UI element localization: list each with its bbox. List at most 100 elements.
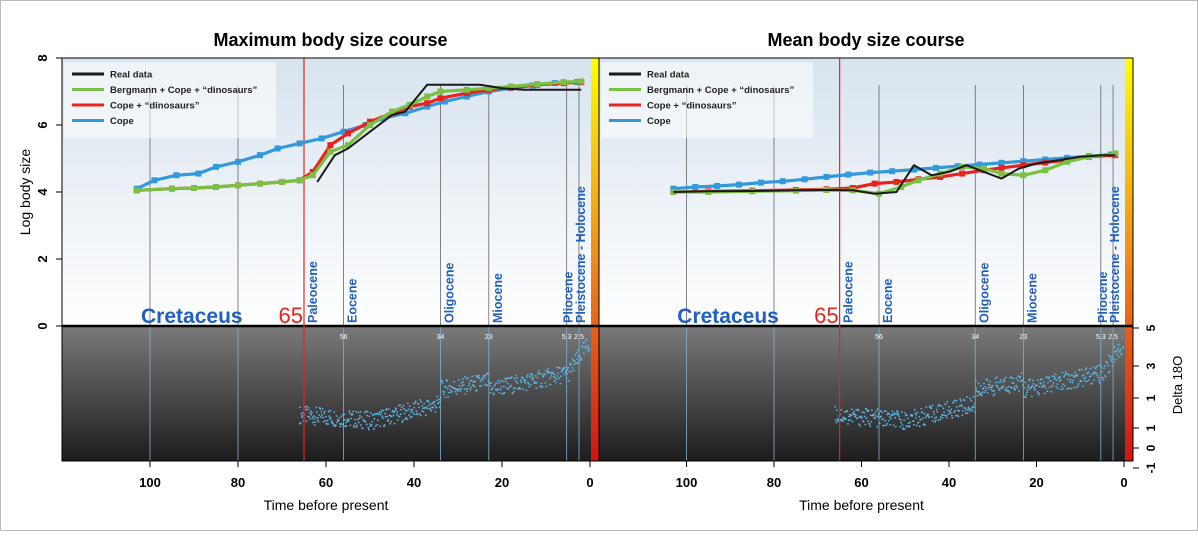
delta-point [333,411,336,413]
x-tick-label: 80 [767,475,781,490]
delta-point [534,382,537,384]
delta-point [340,415,343,418]
delta-point [504,380,507,383]
delta-point [930,407,933,410]
delta-point [584,347,587,350]
delta-point [909,421,912,424]
delta-point [1003,378,1005,381]
delta-point [579,355,581,358]
delta-point [482,374,485,377]
delta-point [1099,364,1102,367]
delta-point [897,412,900,415]
delta-point [882,417,885,420]
delta-point [953,411,955,414]
delta-point [557,372,560,374]
delta-point [1037,379,1039,381]
x-tick-label: 20 [1029,475,1043,490]
delta-point [398,415,401,418]
delta-point [378,411,381,414]
delta-point [376,419,379,422]
delta-point [526,374,529,377]
delta-point [393,422,396,425]
delta-point [867,409,870,412]
delta-point [1074,371,1077,374]
delta-point [1098,379,1100,381]
delta-point [1076,374,1079,377]
delta-point [446,380,448,382]
delta-point [939,418,942,421]
delta-point [887,419,890,422]
delta-point [432,406,434,409]
delta-point [851,420,854,423]
delta-point [509,377,512,380]
epoch-label: Paleocene [306,261,320,323]
delta-point [1060,388,1063,391]
delta-point [486,372,489,375]
delta-point [457,379,460,381]
delta-point [963,399,966,402]
delta-point [907,417,909,420]
delta-point [940,405,943,408]
delta-point [317,420,320,423]
delta-point [1027,386,1029,389]
delta-point [524,379,527,382]
delta-point [331,419,333,422]
delta-point [447,391,450,394]
delta-point [548,371,551,374]
delta-point [400,406,403,409]
delta-point [1113,361,1115,364]
x-axis-label: Time before present [799,497,924,513]
x-tick-label: 100 [676,475,698,490]
delta-point [321,407,324,410]
delta-point [460,387,462,390]
delta-point [453,380,456,383]
delta-point [916,411,919,414]
delta-point [1100,370,1103,373]
delta-point [951,416,954,419]
series-point [441,98,448,105]
delta-point [1097,376,1100,379]
delta-point [892,424,895,427]
delta-point [905,414,908,416]
boundary-label: 5.3 [1096,334,1106,341]
delta-point [586,344,589,347]
delta-point [392,414,395,417]
x-tick-label: 40 [407,475,421,490]
delta-point [335,424,337,427]
delta-point [540,382,543,385]
delta-point [979,394,982,396]
delta-point [571,367,574,369]
delta-point [1070,373,1073,376]
delta-point [566,372,569,375]
delta-point [503,385,505,388]
delta-point [935,416,938,419]
delta-point [1115,349,1118,352]
delta-point [550,374,553,377]
delta-point [475,389,478,392]
delta-point [345,421,347,424]
delta-point [489,384,491,387]
delta-point [586,346,589,349]
delta-point [848,413,851,416]
delta-point [1019,375,1022,378]
delta-point [1046,390,1049,393]
delta-point [981,391,984,393]
delta-point [932,410,935,413]
delta-point [884,410,887,413]
delta-point [1103,365,1106,368]
delta-point [490,382,493,384]
delta-point [512,392,514,394]
delta-point [1004,376,1007,379]
delta-point [322,416,324,419]
delta-point [353,426,356,429]
delta-point [1002,385,1005,388]
series-point [235,158,241,165]
delta-point [587,350,590,353]
delta-point [1110,356,1113,359]
delta-point [544,381,547,384]
delta-point [1029,378,1032,381]
delta-point [580,358,583,360]
delta-point [300,412,303,415]
delta-point [1082,374,1085,376]
delta-point [961,414,964,417]
